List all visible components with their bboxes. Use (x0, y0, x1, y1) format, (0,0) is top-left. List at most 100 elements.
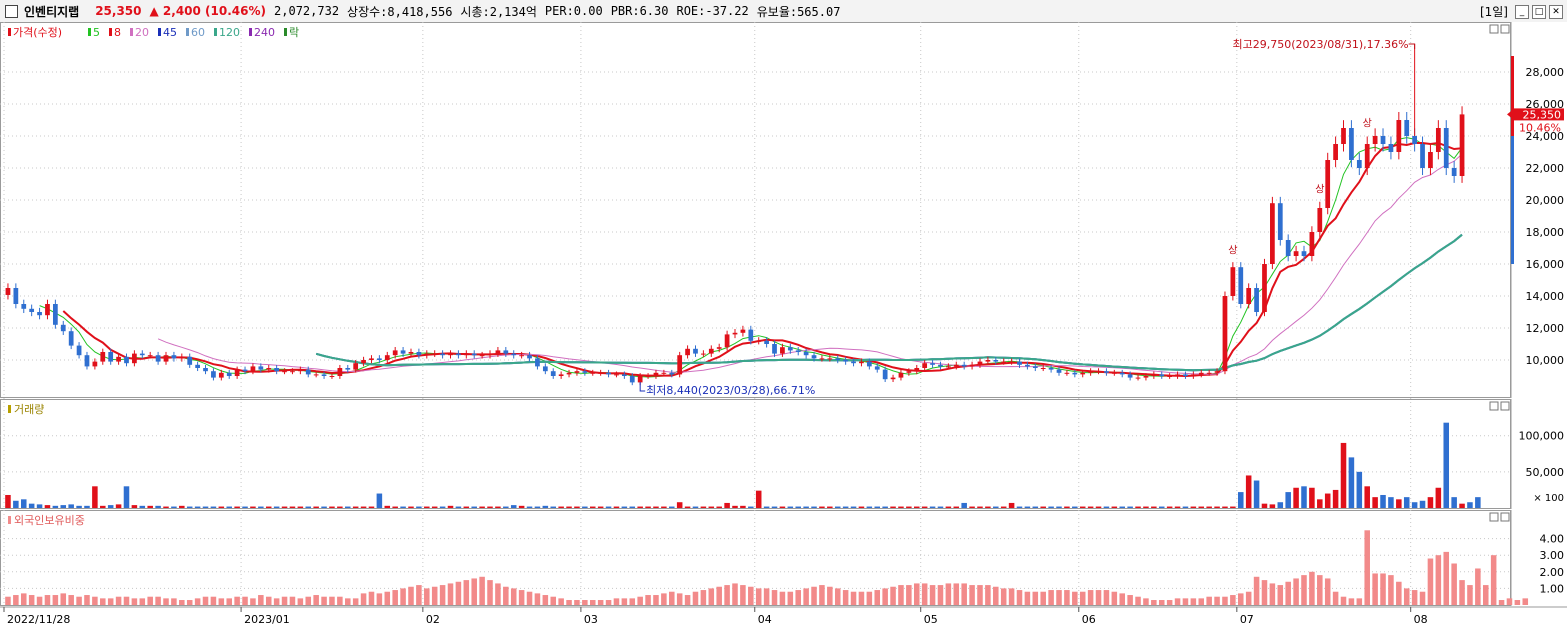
volume-bar (400, 506, 406, 508)
volume-bar (1459, 503, 1465, 508)
stock-chart[interactable]: 10,000 12,000 14,000 16,000 18,000 20,000 22,0… (0, 22, 1567, 630)
volume-panel[interactable] (5, 422, 1481, 508)
legend-item-20: 20 (135, 26, 149, 39)
volume-bar (131, 505, 138, 508)
close-button[interactable]: ✕ (1549, 4, 1563, 19)
foreign-ownership-bar (68, 595, 74, 605)
foreign-ownership-bar (1490, 555, 1497, 605)
volume-bar (724, 502, 730, 508)
foreign-ownership-bar (471, 578, 477, 605)
volume-bar (503, 506, 509, 508)
price-y-tick: 16,000 (1526, 258, 1565, 271)
candle-body (1096, 371, 1101, 373)
price-panel[interactable] (5, 44, 1465, 386)
volume-bar (250, 506, 256, 508)
foreign-ownership-bar (1135, 596, 1141, 605)
stock-name[interactable]: 인벤티지랩 (24, 4, 80, 19)
volume-bar (1277, 502, 1284, 508)
foreign-ownership-bar (1514, 600, 1521, 605)
volume-bar (1008, 502, 1015, 508)
candle-body (266, 368, 272, 370)
x-tick-label: 04 (758, 613, 772, 626)
foreign-ownership-bar (740, 585, 746, 605)
candle-body (1333, 144, 1338, 160)
candle-body (795, 350, 801, 352)
volume-bar (1364, 486, 1370, 508)
select-checkbox[interactable] (5, 4, 18, 18)
volume-bar (597, 506, 604, 508)
foreign-ownership-bar (1040, 591, 1046, 605)
volume-bar (550, 506, 557, 508)
period-selector[interactable]: [1일] (1479, 5, 1508, 19)
foreign-ownership-bar (605, 600, 612, 605)
foreign-ownership-bar (850, 591, 857, 605)
foreign-ownership-bar (906, 585, 912, 605)
volume-bar (1443, 422, 1450, 508)
candle-body (629, 376, 635, 383)
candle-body (724, 334, 730, 348)
price-y-tick: 20,000 (1526, 194, 1565, 207)
volume-bar (1000, 506, 1007, 508)
foreign-ownership-bar (479, 576, 485, 605)
volume-bar (52, 505, 59, 508)
candle-body (1325, 160, 1331, 208)
volume-bar (684, 506, 691, 508)
volume-bar (1238, 492, 1244, 508)
foreign-ownership-bar (1174, 598, 1181, 605)
foreign-ownership-bar (1506, 598, 1513, 605)
foreign-ownership-bar (1475, 568, 1481, 605)
candle-body (1309, 232, 1315, 256)
candle-body (1032, 366, 1038, 368)
volume-bar (1143, 506, 1149, 508)
stat-retention-ratio: 유보율:565.07 (756, 4, 841, 19)
volume-bar (1206, 506, 1212, 508)
volume-bar (36, 504, 43, 508)
foreign-ownership-bar (597, 600, 604, 605)
foreign-ownership-bar (321, 596, 327, 605)
maximize-button[interactable]: □ (1532, 4, 1546, 19)
volume-bar (305, 506, 312, 508)
candle-body (1341, 128, 1346, 144)
candle-body (108, 352, 114, 362)
candle-body (226, 372, 232, 376)
limit-up-marker: 상 (1363, 118, 1372, 130)
foreign-ownership-bar (1214, 596, 1220, 605)
candle-body (803, 352, 809, 356)
candle-body (37, 312, 42, 316)
panel-close-button (1500, 401, 1510, 411)
foreign-ownership-bar (1008, 588, 1015, 605)
volume-bar (795, 506, 801, 508)
foreign-ownership-panel[interactable] (5, 530, 1529, 605)
candle-body (1238, 267, 1244, 304)
volume-bar (1380, 494, 1386, 508)
candle-body (1451, 168, 1457, 176)
minimize-button[interactable]: _ (1515, 4, 1529, 19)
volume-bar (748, 506, 754, 508)
price-y-tick: 12,000 (1526, 322, 1565, 335)
foreign-ownership-bar (242, 596, 248, 605)
volume-bar (755, 490, 762, 508)
volume-bar (1151, 506, 1157, 508)
low-price-annotation: 최저8,440(2023/03/28),66.71% (646, 384, 815, 397)
x-tick-label: 2023/01 (244, 613, 290, 626)
foreign-ownership-bar (92, 596, 98, 605)
foreign-ownership-bar (408, 586, 414, 605)
candle-body (313, 374, 319, 376)
candle-body (866, 361, 872, 367)
candle-body (1040, 368, 1046, 369)
foreign-ownership-bar (1293, 578, 1299, 605)
volume-bar (455, 506, 462, 508)
candle-body (1080, 372, 1086, 375)
panel-minimize-button (1489, 24, 1499, 34)
candle-body (859, 361, 864, 364)
volume-bar (1285, 492, 1291, 508)
volume-bar (700, 506, 707, 508)
foreign-ownership-bar (1356, 598, 1363, 605)
foreign-ownership-bar (1301, 575, 1307, 605)
volume-bar (558, 506, 564, 508)
candle-body (203, 368, 208, 372)
price-y-tick: 14,000 (1526, 290, 1565, 303)
candle-body (1443, 128, 1449, 168)
foreign-ownership-bar (1158, 600, 1165, 605)
price-y-tick: 18,000 (1526, 226, 1565, 239)
